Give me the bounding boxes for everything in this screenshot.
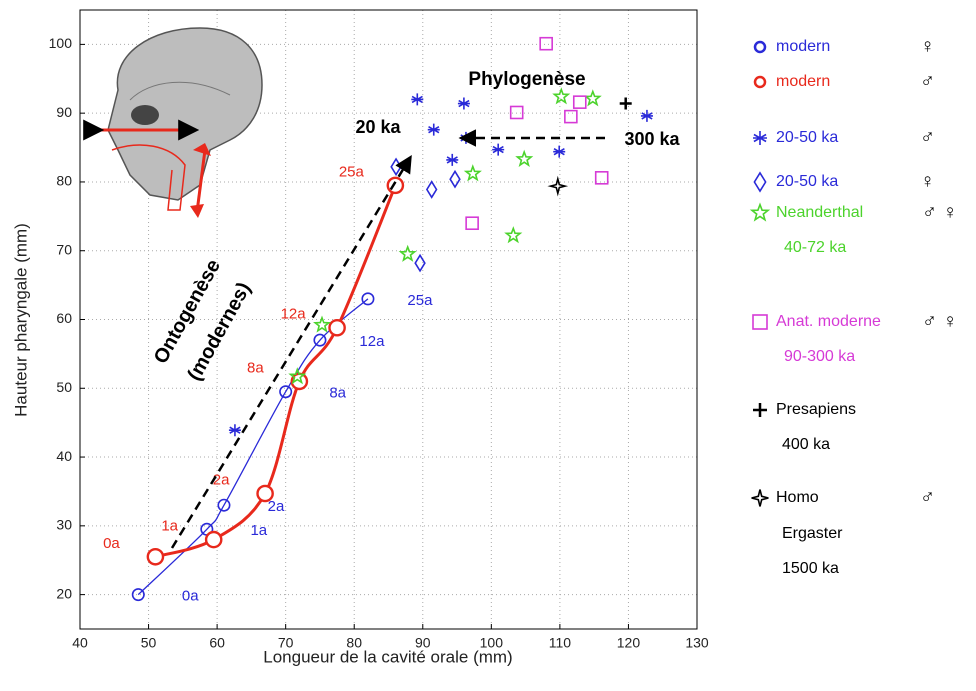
x-axis-label: Longueur de la cavité orale (mm) bbox=[263, 647, 512, 666]
legend-label: Anat. moderne bbox=[776, 313, 881, 330]
y-tick-label: 100 bbox=[49, 35, 73, 51]
legend-label: Neanderthal bbox=[776, 204, 863, 221]
legend-sublabel: Ergaster bbox=[782, 525, 843, 542]
annotation: 20 ka bbox=[355, 117, 401, 137]
circle-marker bbox=[329, 320, 344, 335]
legend-sex: ♂ ♀ bbox=[922, 201, 958, 223]
point-label: 12a bbox=[281, 306, 307, 323]
legend-label: 20-50 ka bbox=[776, 129, 838, 146]
x-tick-label: 120 bbox=[617, 635, 641, 651]
legend-label: modern bbox=[776, 38, 830, 55]
point-label: 12a bbox=[359, 333, 385, 350]
point-label: 2a bbox=[213, 471, 230, 488]
circle-marker bbox=[206, 532, 221, 547]
circle-marker bbox=[388, 178, 403, 193]
square-marker bbox=[753, 315, 767, 329]
y-tick-label: 50 bbox=[56, 379, 72, 395]
point-label: 8a bbox=[247, 359, 264, 376]
circle-marker bbox=[258, 486, 273, 501]
y-tick-label: 80 bbox=[56, 173, 72, 189]
legend-sex: ♀ bbox=[920, 35, 935, 57]
star-marker bbox=[752, 205, 768, 220]
point-label: 1a bbox=[161, 518, 178, 535]
x-tick-label: 50 bbox=[141, 635, 157, 651]
legend-marker bbox=[755, 42, 765, 52]
x-tick-label: 90 bbox=[415, 635, 431, 651]
plus-marker bbox=[753, 403, 767, 417]
asterisk-marker bbox=[753, 131, 767, 145]
legend-sex: ♂ bbox=[920, 126, 935, 148]
legend-sex: ♂ ♀ bbox=[922, 310, 958, 332]
point-label: 25a bbox=[407, 292, 433, 309]
legend-label: Presapiens bbox=[776, 401, 856, 418]
diamond-marker bbox=[754, 173, 765, 191]
y-tick-label: 90 bbox=[56, 104, 72, 120]
legend-label: modern bbox=[776, 73, 830, 90]
x-tick-label: 110 bbox=[549, 635, 572, 651]
point-label: 2a bbox=[268, 498, 285, 515]
y-tick-label: 20 bbox=[56, 585, 72, 601]
annotation: Phylogenèse bbox=[468, 69, 585, 90]
x-tick-label: 130 bbox=[685, 635, 709, 651]
y-axis-label: Hauteur pharyngale (mm) bbox=[11, 223, 30, 417]
circle-marker bbox=[148, 549, 163, 564]
star4-marker bbox=[752, 490, 769, 507]
y-tick-label: 40 bbox=[56, 448, 72, 464]
legend-sublabel: 400 ka bbox=[782, 436, 830, 453]
point-label: 1a bbox=[250, 522, 267, 539]
point-label: 0a bbox=[182, 588, 199, 605]
legend: modern ♀ modern ♂ 20-50 ka ♂ 20-50 ka ♀ Neandert… bbox=[752, 35, 958, 577]
x-tick-label: 60 bbox=[209, 635, 225, 651]
legend-label: 20-50 ka bbox=[776, 173, 838, 190]
x-tick-label: 80 bbox=[346, 635, 362, 651]
x-tick-label: 70 bbox=[278, 635, 294, 651]
y-tick-label: 70 bbox=[56, 241, 72, 257]
legend-sublabel: 90-300 ka bbox=[784, 348, 855, 365]
x-tick-label: 40 bbox=[72, 635, 88, 651]
point-label: 25a bbox=[339, 163, 365, 180]
y-tick-label: 30 bbox=[56, 517, 72, 533]
x-tick-label: 100 bbox=[480, 635, 504, 651]
legend-sex: ♂ bbox=[920, 70, 935, 92]
legend-sublabel: 40-72 ka bbox=[784, 239, 846, 256]
annotation: 300 ka bbox=[624, 129, 680, 149]
point-label: 0a bbox=[103, 535, 120, 552]
point-label: 8a bbox=[329, 385, 346, 402]
legend-sex: ♀ bbox=[920, 170, 935, 192]
y-tick-label: 60 bbox=[56, 310, 72, 326]
legend-sublabel: 1500 ka bbox=[782, 560, 839, 577]
chart: 0a1a2a8a12a25a0a1a2a8a12a25a Longueur de… bbox=[0, 0, 976, 686]
legend-label: Homo bbox=[776, 489, 819, 506]
legend-marker bbox=[755, 77, 765, 87]
legend-sex: ♂ bbox=[920, 486, 935, 508]
